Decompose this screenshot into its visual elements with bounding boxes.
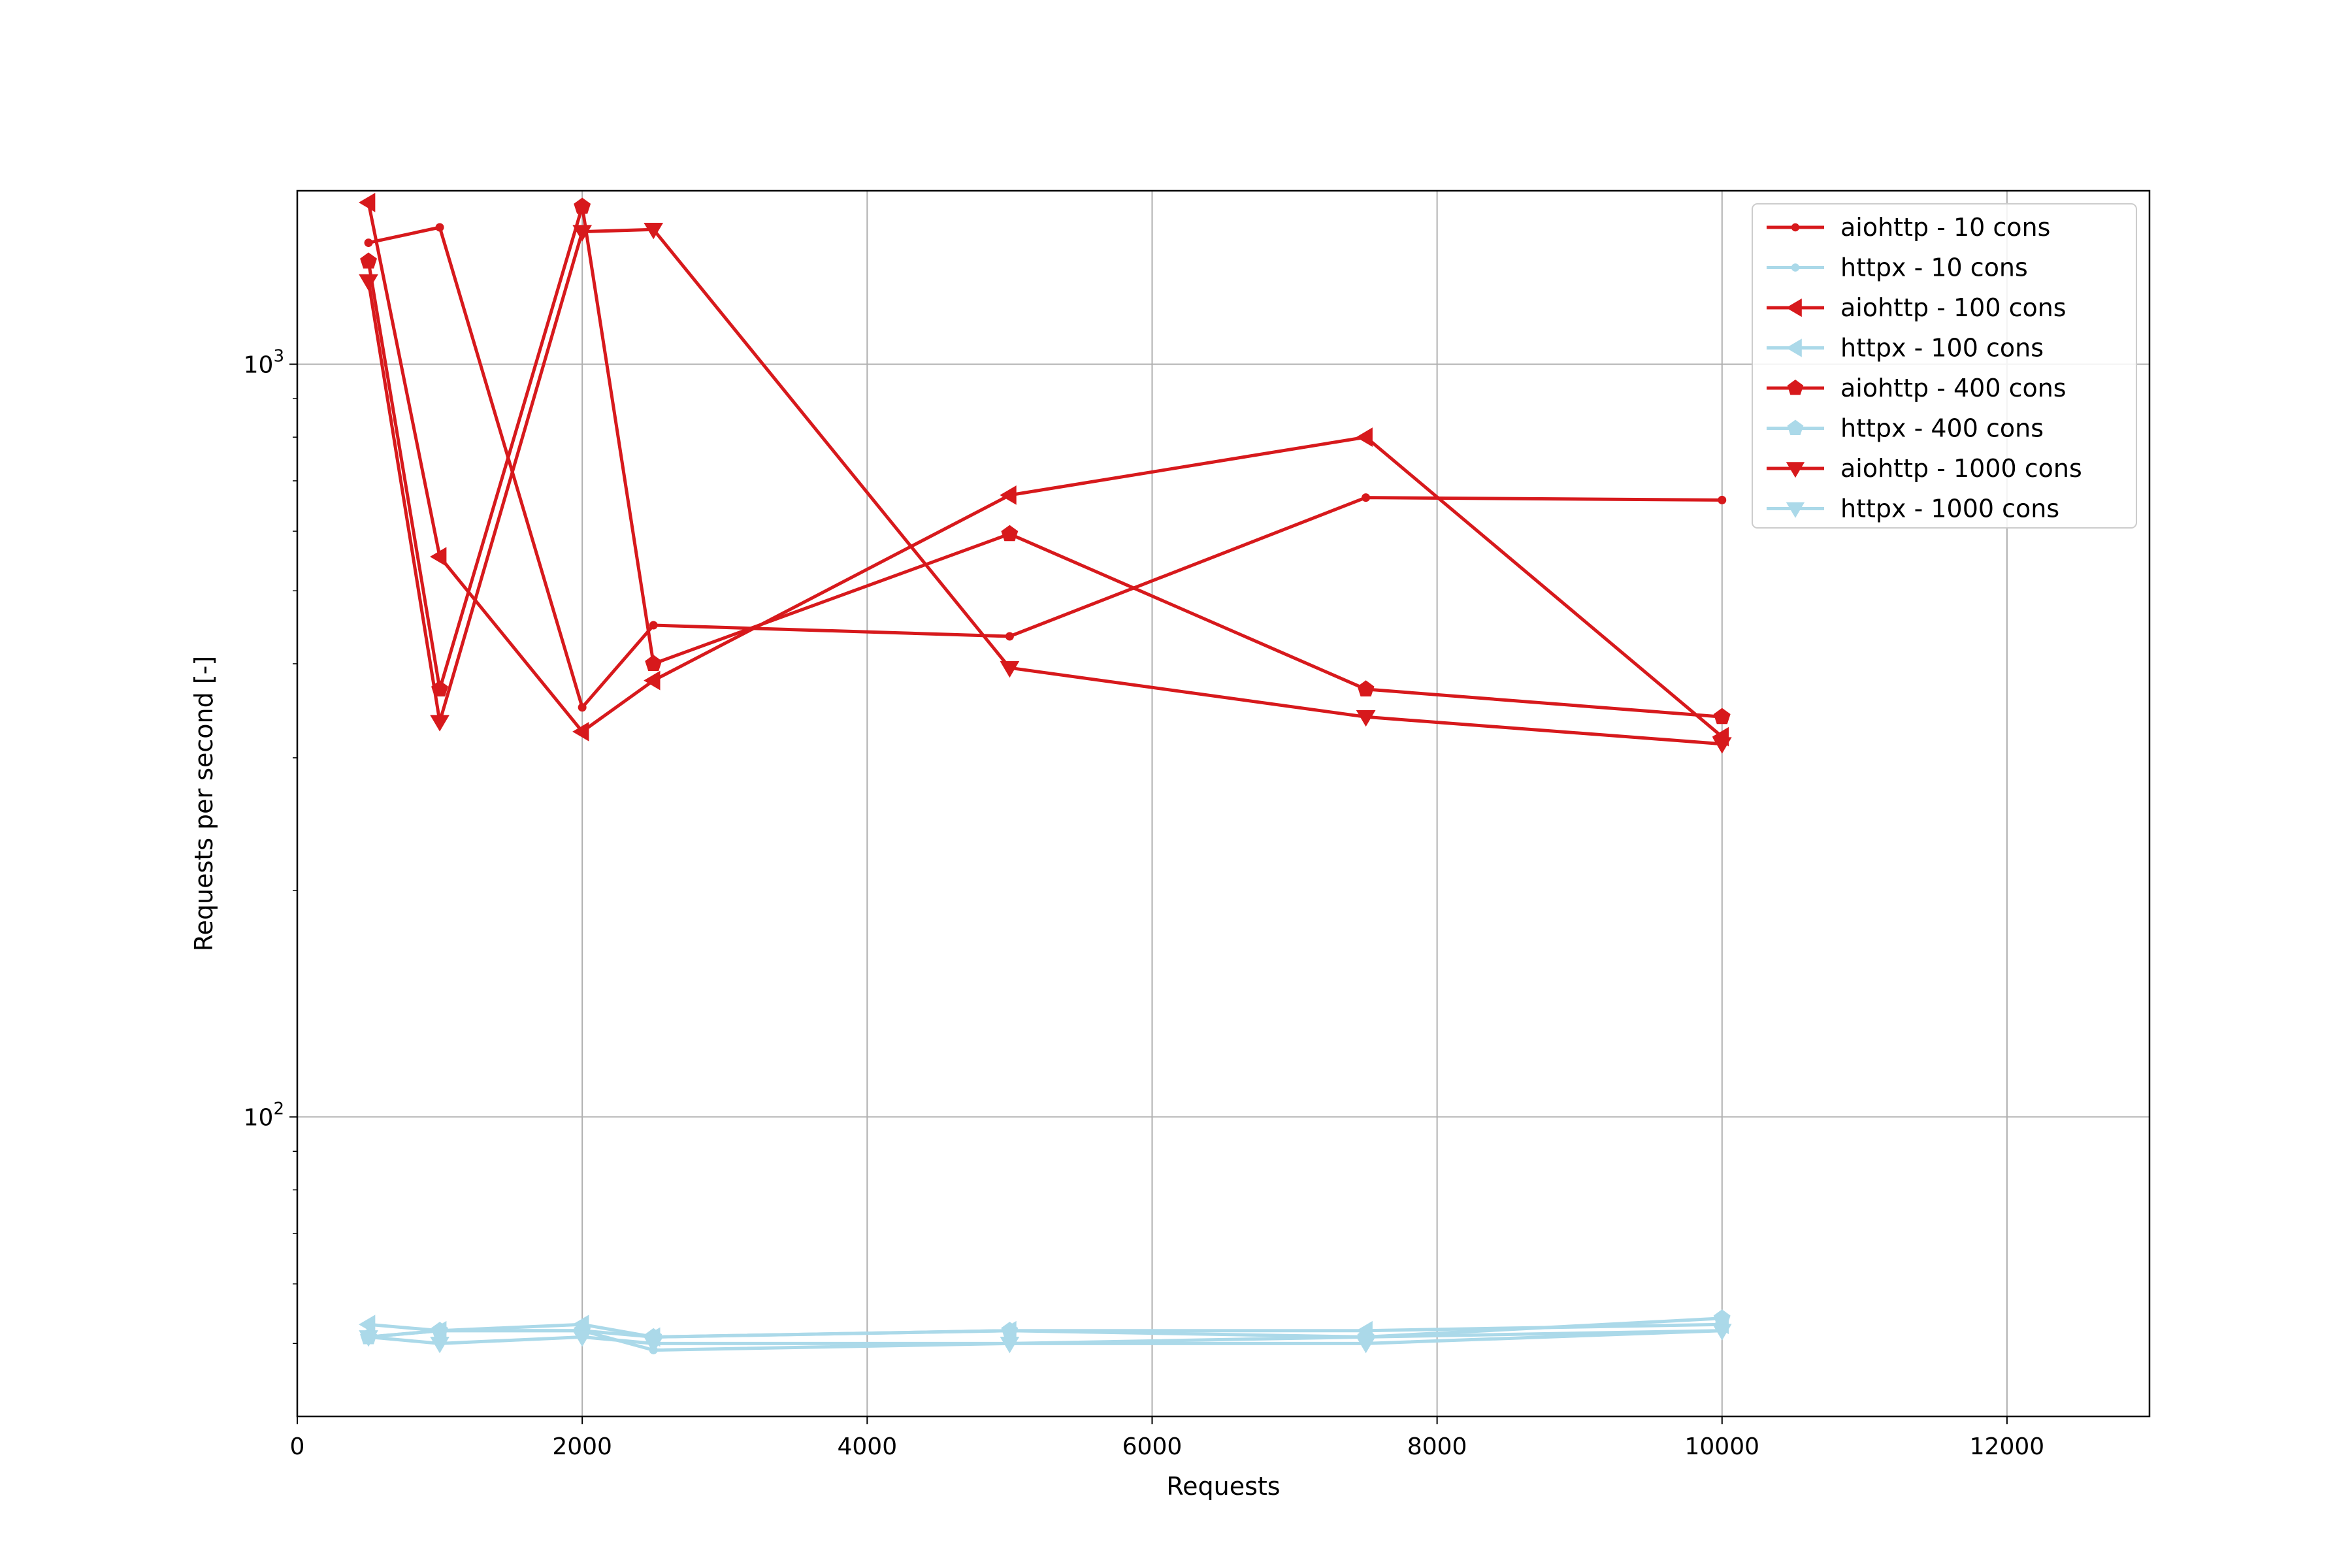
data-point [1000,485,1017,505]
data-point [359,1315,376,1335]
data-point [1356,710,1376,727]
legend-entry: aiohttp - 100 cons [1767,293,2066,322]
legend-marker [1786,502,1805,518]
data-point [1000,1337,1020,1354]
legend-label: httpx - 400 cons [1840,414,2044,443]
data-point [1000,661,1020,678]
legend-label: aiohttp - 1000 cons [1840,454,2082,483]
data-point [1713,708,1731,725]
legend-marker [1791,263,1800,272]
data-point [1356,1337,1376,1354]
data-point [430,547,447,566]
data-point [572,225,593,242]
data-point [649,621,658,630]
legend-marker [1786,338,1802,357]
legend-entry: aiohttp - 10 cons [1767,213,2050,242]
data-point [359,193,376,212]
x-tick-label: 8000 [1407,1433,1467,1460]
data-point [1005,632,1014,641]
data-point [430,715,449,732]
legend-entry: httpx - 1000 cons [1767,495,2059,523]
legend-entry: httpx - 400 cons [1767,414,2044,443]
data-point [572,721,589,742]
data-point [574,197,591,214]
legend: aiohttp - 10 cons httpx - 10 cons aiohttp … [1752,203,2137,529]
data-point [1712,1324,1732,1341]
legend-label: aiohttp - 400 cons [1840,374,2066,402]
data-point [359,274,378,291]
legend-entry: aiohttp - 1000 cons [1767,454,2082,483]
data-point [644,222,664,240]
data-point [430,1337,449,1354]
data-point [1357,680,1375,696]
series-layer [359,193,1732,1354]
y-tick-base: 10 [244,1105,274,1132]
series-aiohttp-400-cons [360,197,1731,725]
y-tick-base: 10 [244,351,274,378]
x-tick-label: 2000 [552,1433,612,1460]
y-tick-exponent: 2 [273,1100,284,1119]
series-aiohttp-10-cons [364,223,1727,712]
x-tick-label: 6000 [1122,1433,1183,1460]
y-axis-label: Requests per second [-] [189,656,218,951]
data-point [1001,525,1019,542]
legend-label: aiohttp - 100 cons [1840,293,2066,322]
legend-box [1752,203,2137,529]
legend-label: httpx - 10 cons [1840,253,2028,282]
legend-entry: httpx - 10 cons [1767,253,2028,282]
x-tick-label: 0 [290,1433,305,1460]
x-tick-label: 12000 [1970,1433,2045,1460]
data-point [572,1330,593,1347]
y-tick-label: 102 [244,1100,284,1132]
data-point [644,1337,664,1354]
data-point [435,223,444,232]
series-httpx-1000-cons [359,1324,1732,1354]
legend-label: httpx - 100 cons [1840,334,2044,363]
x-tick-label: 10000 [1685,1433,1760,1460]
data-point [1356,427,1373,448]
plot-frame [296,189,2151,1418]
y-tick-exponent: 3 [273,346,284,366]
legend-marker [1787,379,1804,395]
legend-label: httpx - 1000 cons [1840,495,2059,523]
data-point [360,252,377,269]
data-point [359,1330,378,1347]
y-tick-label: 103 [244,346,284,378]
series-aiohttp-100-cons [359,193,1729,747]
legend-entry: aiohttp - 400 cons [1767,374,2066,402]
x-tick-label: 4000 [837,1433,897,1460]
legend-marker [1786,462,1805,478]
data-point [644,670,661,691]
legend-label: aiohttp - 10 cons [1840,213,2050,242]
data-point [1362,493,1371,502]
legend-marker [1786,298,1802,318]
data-point [578,703,587,712]
x-axis-label: Requests [1166,1472,1280,1501]
data-point [1718,495,1727,504]
legend-marker [1791,223,1800,232]
legend-entry: httpx - 100 cons [1767,334,2044,363]
data-point [645,655,662,671]
series-aiohttp-1000-cons [359,222,1732,754]
data-point [364,238,373,248]
legend-marker [1787,419,1804,435]
data-point [1712,737,1732,754]
